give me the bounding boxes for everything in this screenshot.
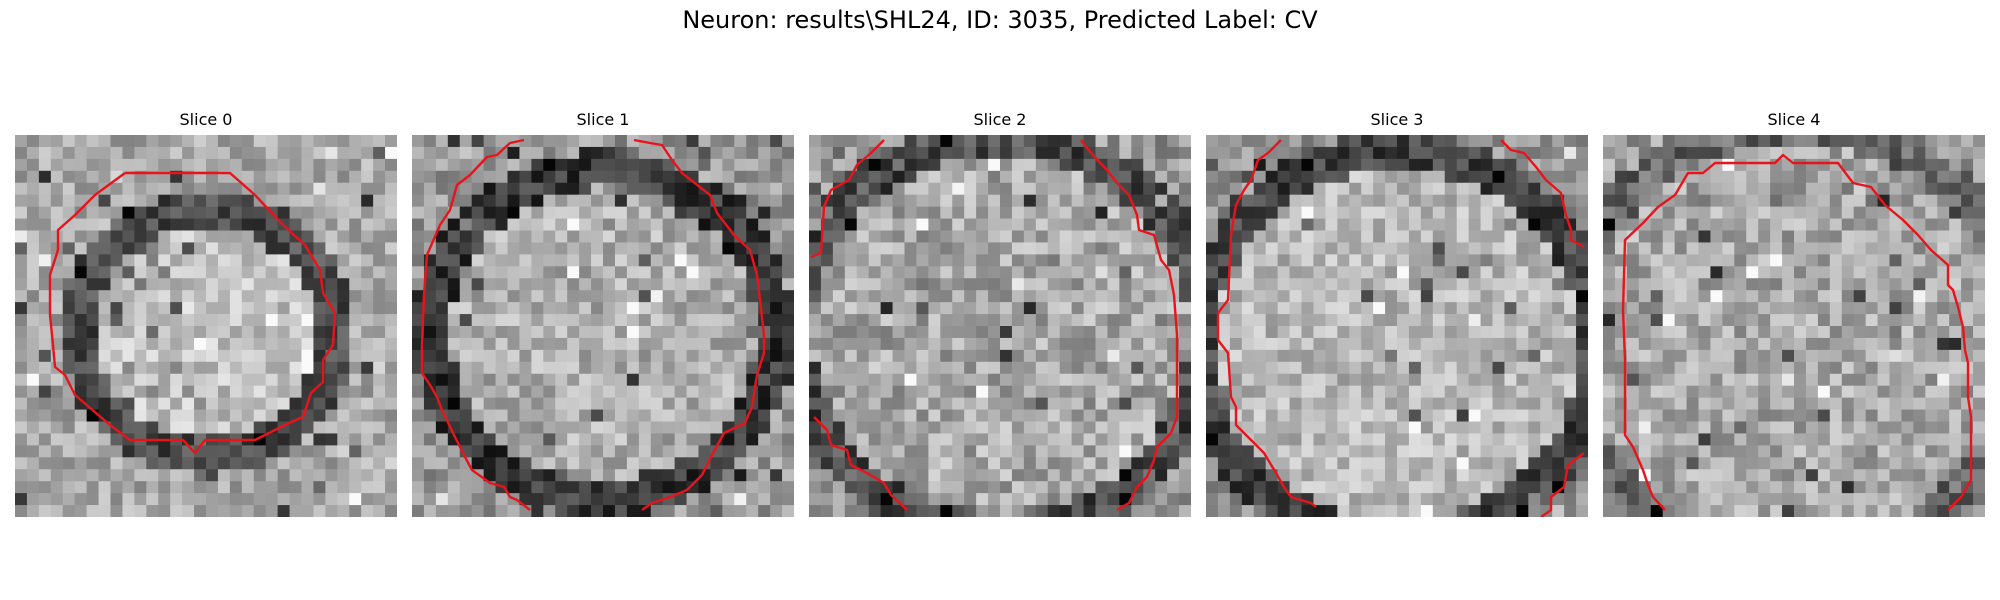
slice-2-pixel-grid bbox=[809, 135, 1191, 517]
slice-2-contour-tl bbox=[810, 139, 885, 259]
slice-3-contour-left bbox=[1216, 139, 1317, 508]
slice-0-image bbox=[15, 135, 397, 517]
slice-1-pixel-grid bbox=[412, 135, 794, 517]
slice-3-image bbox=[1206, 135, 1588, 517]
slice-1-contour-right bbox=[633, 138, 766, 511]
slice-0-pixel-grid bbox=[15, 135, 397, 517]
slice-1-title: Slice 1 bbox=[576, 110, 630, 129]
slice-3-title: Slice 3 bbox=[1370, 110, 1424, 129]
slice-4-title: Slice 4 bbox=[1767, 110, 1821, 129]
slice-0-contour bbox=[48, 171, 337, 455]
slice-2-contour-tr bbox=[1080, 139, 1179, 512]
figure-title: Neuron: results\SHL24, ID: 3035, Predict… bbox=[682, 6, 1318, 34]
slice-1-contour bbox=[420, 138, 531, 511]
slice-2-title: Slice 2 bbox=[973, 110, 1027, 129]
slice-1-image bbox=[412, 135, 794, 517]
slice-4-pixel-grid bbox=[1603, 135, 1985, 517]
slice-0-title: Slice 0 bbox=[179, 110, 233, 129]
slice-3-contour-br bbox=[1540, 452, 1585, 517]
slice-3-contour-right bbox=[1500, 139, 1585, 249]
slice-4-image bbox=[1603, 135, 1985, 517]
slice-4-contour-main bbox=[1621, 153, 1973, 511]
slice-3-pixel-grid bbox=[1206, 135, 1588, 517]
slice-2-contour-bl bbox=[813, 416, 908, 511]
slice-2-image bbox=[809, 135, 1191, 517]
